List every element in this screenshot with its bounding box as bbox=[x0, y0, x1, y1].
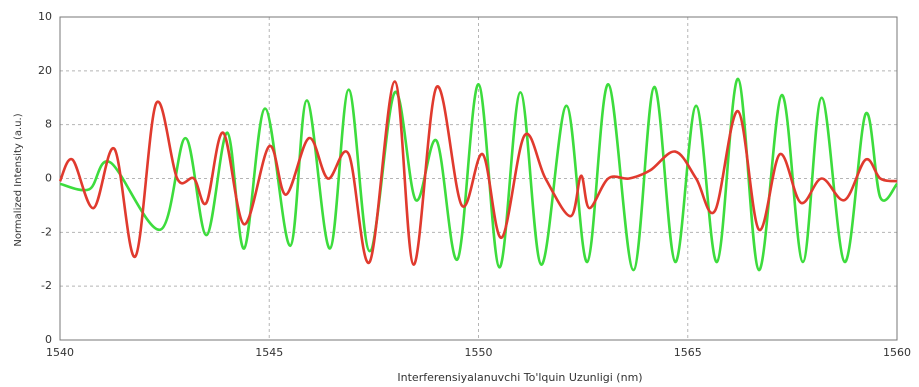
x-tick-label: 1565 bbox=[674, 346, 702, 359]
line-series bbox=[59, 77, 899, 272]
x-tick-label: 1545 bbox=[255, 346, 283, 359]
x-tick-label: 1540 bbox=[46, 346, 74, 359]
x-tick-label: 1560 bbox=[883, 346, 911, 359]
y-tick-label: -2 bbox=[41, 225, 52, 238]
y-tick-label: -2 bbox=[41, 279, 52, 292]
y-tick-label: 0 bbox=[45, 172, 52, 185]
y-axis-title: Normalized Intensity (a.u.) bbox=[13, 113, 24, 246]
y-tick-label: 0 bbox=[45, 333, 52, 346]
line-series bbox=[58, 80, 898, 266]
y-tick-label: 20 bbox=[38, 64, 52, 77]
y-tick-label: 10 bbox=[38, 10, 52, 23]
x-axis-title: Interferensiyalanuvchi To'lquin Uzunligi… bbox=[397, 371, 642, 384]
y-tick-label: 8 bbox=[45, 118, 52, 131]
x-tick-label: 1550 bbox=[465, 346, 493, 359]
